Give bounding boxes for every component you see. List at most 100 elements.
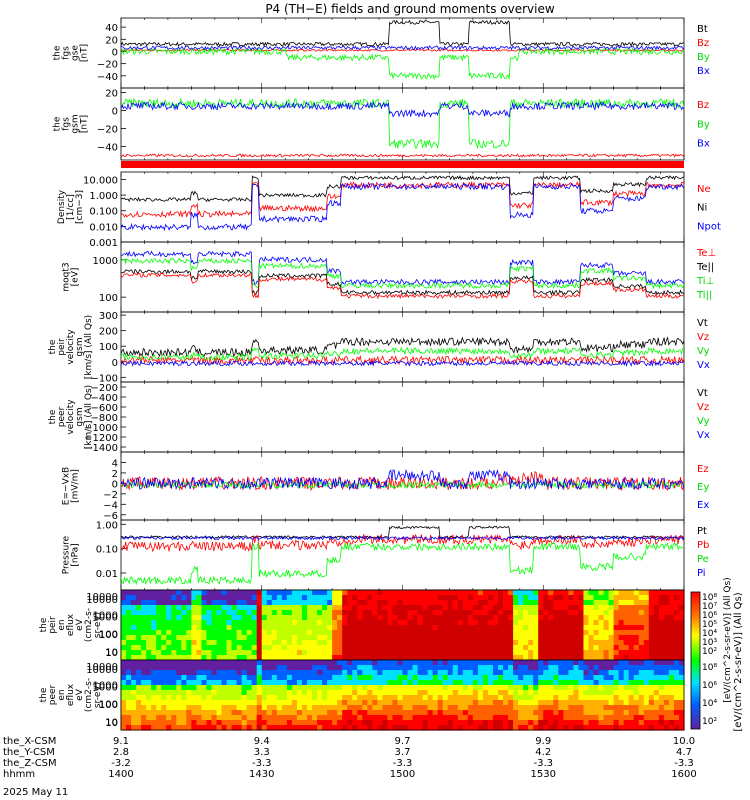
heat-cell (301, 620, 308, 626)
heat-cell (327, 655, 333, 661)
heat-cell (156, 680, 162, 686)
heat-cell (633, 720, 640, 726)
heat-cell (508, 600, 514, 606)
heat-cell (337, 715, 343, 721)
heat-cell (422, 705, 429, 711)
heat-cell (367, 675, 373, 681)
heat-cell (372, 725, 378, 731)
heat-cell (337, 700, 343, 706)
heat-cell (181, 600, 187, 606)
heat-cell (362, 725, 368, 731)
heat-cell (337, 665, 343, 671)
heat-cell (191, 700, 198, 706)
heat-cell (211, 715, 218, 721)
heat-cell (256, 705, 263, 711)
heat-cell (166, 600, 172, 606)
xaxis-tick-label: 4.2 (535, 747, 551, 758)
heat-cell (508, 625, 514, 631)
heat-cell (201, 665, 208, 671)
heat-cell (643, 635, 650, 641)
heat-cell (372, 685, 378, 691)
heat-cell (301, 595, 308, 601)
heat-cell (638, 605, 645, 611)
heat-cell (633, 695, 640, 701)
xaxis-tick-label: 3.3 (254, 747, 270, 758)
heat-cell (151, 620, 157, 626)
heat-cell (236, 590, 243, 596)
heat-cell (322, 690, 328, 696)
heat-cell (301, 685, 308, 691)
ylabel-line: [km/s] (All Qs) (84, 385, 94, 449)
heat-cell (548, 590, 554, 596)
heat-cell (563, 665, 569, 671)
heat-cell (226, 630, 233, 636)
heat-cell (653, 660, 660, 666)
ylabel-line: peir (57, 338, 67, 356)
heat-cell (402, 590, 409, 596)
heat-cell (492, 725, 499, 731)
heat-cell (528, 600, 534, 606)
heat-cell (131, 695, 137, 701)
heat-cell (246, 700, 253, 706)
heat-cell (673, 605, 680, 611)
heat-cell (538, 650, 544, 656)
heat-cell (397, 725, 404, 731)
heat-cell (608, 600, 615, 606)
heat-cell (407, 635, 414, 641)
heat-cell (141, 670, 147, 676)
heat-cell (442, 680, 449, 686)
heat-cell (678, 645, 685, 651)
heat-cell (397, 685, 404, 691)
heat-cell (648, 640, 655, 646)
heat-cell (241, 685, 248, 691)
heat-cell (266, 700, 273, 706)
heat-cell (352, 620, 358, 626)
heat-cell (503, 615, 509, 621)
heat-cell (352, 615, 358, 621)
heat-cell (432, 655, 439, 661)
heat-cell (613, 615, 620, 621)
heat-cell (462, 630, 469, 636)
ytick-label: 10 (105, 647, 118, 658)
heat-cell (236, 620, 243, 626)
heat-cell (131, 705, 137, 711)
heat-cell (306, 675, 313, 681)
heat-cell (583, 635, 590, 641)
heat-cell (291, 595, 298, 601)
heat-cell (417, 690, 424, 696)
heat-cell (613, 715, 620, 721)
ytick-label: 100 (99, 700, 118, 711)
heat-cell (432, 685, 439, 691)
heat-cell (291, 640, 298, 646)
heat-cell (618, 725, 625, 731)
heat-cell (362, 610, 368, 616)
heat-cell (392, 680, 399, 686)
heat-cell (301, 600, 308, 606)
heat-cell (367, 725, 373, 731)
heat-cell (151, 685, 157, 691)
heat-cell (236, 600, 243, 606)
heat-cell (367, 650, 373, 656)
heat-cell (306, 680, 313, 686)
heat-cell (382, 625, 389, 631)
heat-cell (286, 645, 293, 651)
heat-cell (382, 710, 389, 716)
heat-cell (377, 690, 383, 696)
heat-cell (327, 725, 333, 731)
heat-cell (598, 705, 605, 711)
heat-cell (648, 620, 655, 626)
heat-cell (347, 630, 353, 636)
heat-cell (357, 635, 363, 641)
heat-cell (618, 620, 625, 626)
legend-pressure-2: Pe (697, 554, 709, 565)
date-label: 2025 May 11 (3, 787, 68, 798)
heat-cell (201, 650, 208, 656)
heat-cell (256, 590, 263, 596)
heat-cell (181, 640, 187, 646)
ytick-label: 100 (99, 293, 118, 304)
heat-cell (347, 605, 353, 611)
heat-cell (658, 605, 665, 611)
heat-cell (286, 715, 293, 721)
heat-cell (151, 600, 157, 606)
heat-cell (151, 705, 157, 711)
